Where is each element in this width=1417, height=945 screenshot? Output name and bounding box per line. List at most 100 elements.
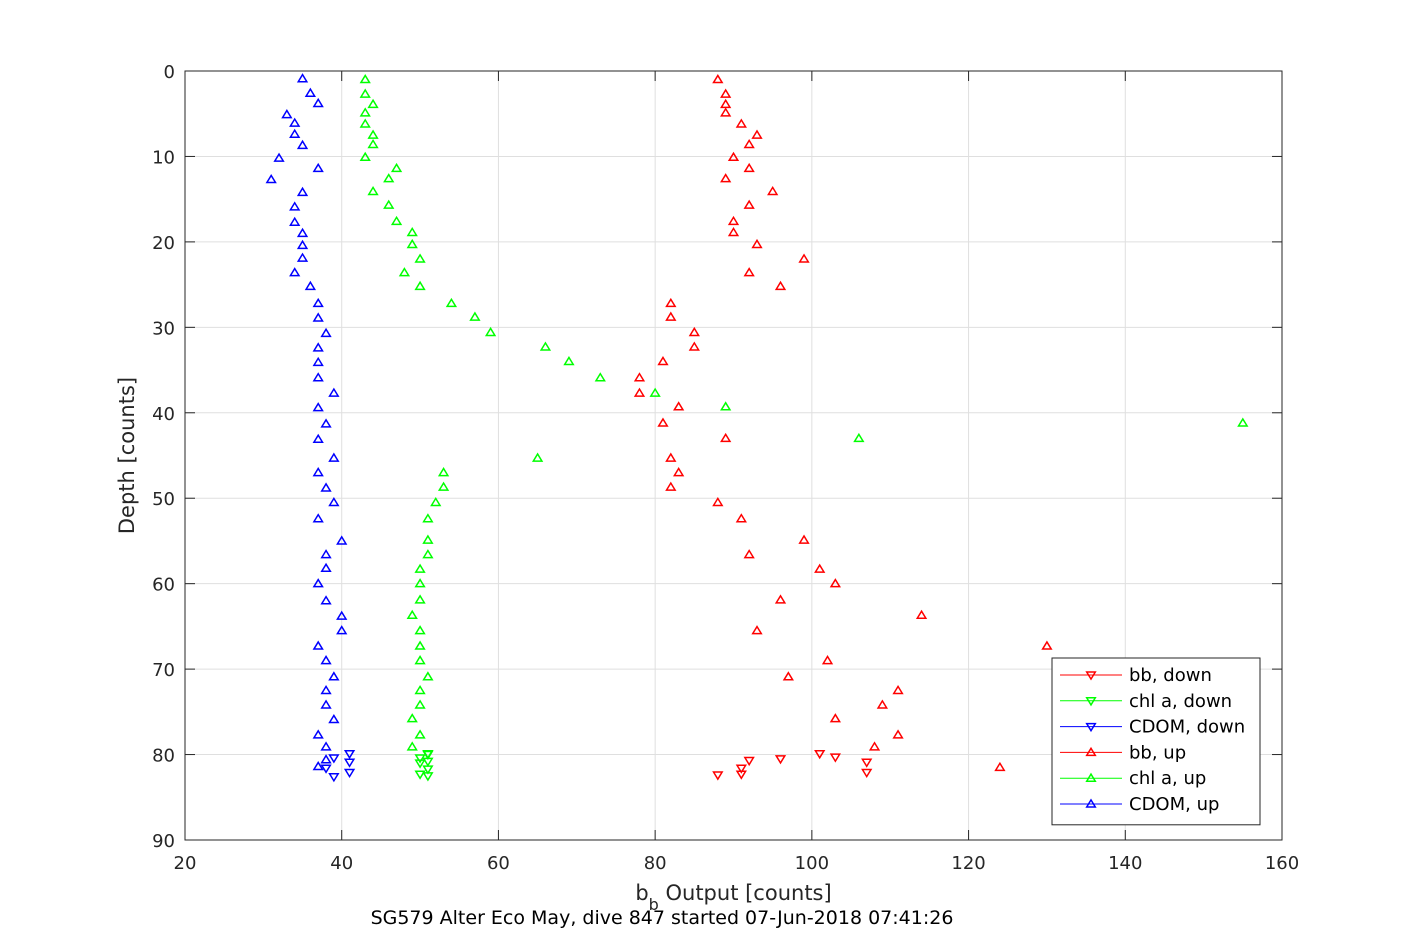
data-point <box>312 640 324 650</box>
x-axis-label-main: b <box>635 881 648 905</box>
data-point <box>720 88 732 98</box>
legend-entry: bb, down <box>1129 665 1212 686</box>
data-point <box>751 625 763 635</box>
x-tick-label: 60 <box>487 853 510 874</box>
data-point <box>727 226 740 237</box>
data-point <box>320 655 332 665</box>
data-point <box>673 467 685 477</box>
data-point <box>445 297 458 308</box>
data-point <box>743 549 755 559</box>
legend: bb, down chl a, down CDOM, down bb, up chl a… <box>1051 657 1261 826</box>
legend-marker <box>1085 746 1097 757</box>
data-point <box>798 253 810 263</box>
y-tick-label: 90 <box>152 831 175 852</box>
data-point <box>406 741 418 751</box>
data-point <box>312 162 324 173</box>
data-point <box>414 578 426 588</box>
data-point <box>829 753 841 763</box>
data-point <box>430 496 442 507</box>
data-point <box>320 549 332 559</box>
data-point <box>289 267 301 277</box>
x-axis-label: bb Output [counts] <box>635 881 831 914</box>
data-point <box>343 768 356 779</box>
data-point <box>390 215 403 226</box>
data-point <box>892 684 904 695</box>
data-point <box>735 764 747 774</box>
data-point <box>422 513 434 523</box>
data-point <box>735 118 747 128</box>
data-point <box>320 764 332 774</box>
data-point <box>312 467 324 477</box>
legend-marker <box>1085 697 1097 707</box>
data-point <box>406 609 418 620</box>
data-point <box>289 216 301 226</box>
legend-entry: CDOM, down <box>1129 717 1245 738</box>
data-point <box>414 759 426 769</box>
data-point <box>720 107 732 117</box>
data-point <box>720 98 732 109</box>
x-tick-label: 120 <box>951 853 985 874</box>
data-point <box>751 129 763 139</box>
y-tick-label: 40 <box>152 404 175 425</box>
data-point <box>398 267 411 277</box>
x-axis-label-subscript: b <box>649 895 659 914</box>
data-point <box>406 713 418 723</box>
x-tick-label: 160 <box>1265 853 1299 874</box>
data-point <box>743 267 755 277</box>
data-point <box>273 152 285 162</box>
data-point <box>343 758 356 768</box>
series-cdom-up <box>265 73 348 771</box>
legend-marker <box>1085 671 1097 681</box>
y-tick-label: 30 <box>152 318 175 339</box>
data-point <box>312 729 324 739</box>
data-point <box>367 138 379 149</box>
data-point <box>743 138 755 149</box>
data-point <box>861 758 873 768</box>
data-point <box>312 760 324 771</box>
data-point <box>665 311 677 321</box>
data-point <box>1041 640 1053 650</box>
data-point <box>422 671 434 681</box>
x-tick-label: 20 <box>174 853 197 874</box>
data-point <box>328 713 340 724</box>
data-point <box>751 238 763 249</box>
data-point <box>312 342 324 352</box>
data-point <box>312 312 324 322</box>
data-point <box>774 280 787 291</box>
data-point <box>814 563 826 573</box>
data-point <box>359 88 371 98</box>
data-point <box>422 549 434 559</box>
y-tick-label: 10 <box>152 147 175 168</box>
data-point <box>359 118 371 128</box>
data-point <box>320 482 332 492</box>
data-point <box>743 162 755 173</box>
data-markers <box>265 73 1249 783</box>
data-point <box>296 139 309 150</box>
data-point <box>868 741 881 751</box>
data-point <box>390 162 403 173</box>
legend-marker <box>1085 772 1097 782</box>
data-point <box>743 199 755 209</box>
data-point <box>829 713 841 723</box>
data-point <box>312 297 324 308</box>
data-point <box>328 671 340 681</box>
data-point <box>892 729 904 739</box>
data-point <box>336 625 348 635</box>
series-cdom-down <box>320 749 356 783</box>
data-point <box>727 215 740 226</box>
data-point <box>735 770 747 780</box>
x-tick-label: 40 <box>330 853 353 874</box>
data-point <box>720 432 732 443</box>
data-point <box>657 355 669 366</box>
data-point <box>312 372 324 382</box>
data-point <box>829 578 841 588</box>
data-point <box>484 326 497 337</box>
data-point <box>994 761 1006 772</box>
data-point <box>289 201 301 211</box>
data-point <box>406 226 418 237</box>
x-tick-label: 100 <box>795 853 829 874</box>
data-point <box>296 239 309 250</box>
data-point <box>720 401 732 411</box>
data-point <box>531 452 544 462</box>
data-point <box>383 173 395 183</box>
